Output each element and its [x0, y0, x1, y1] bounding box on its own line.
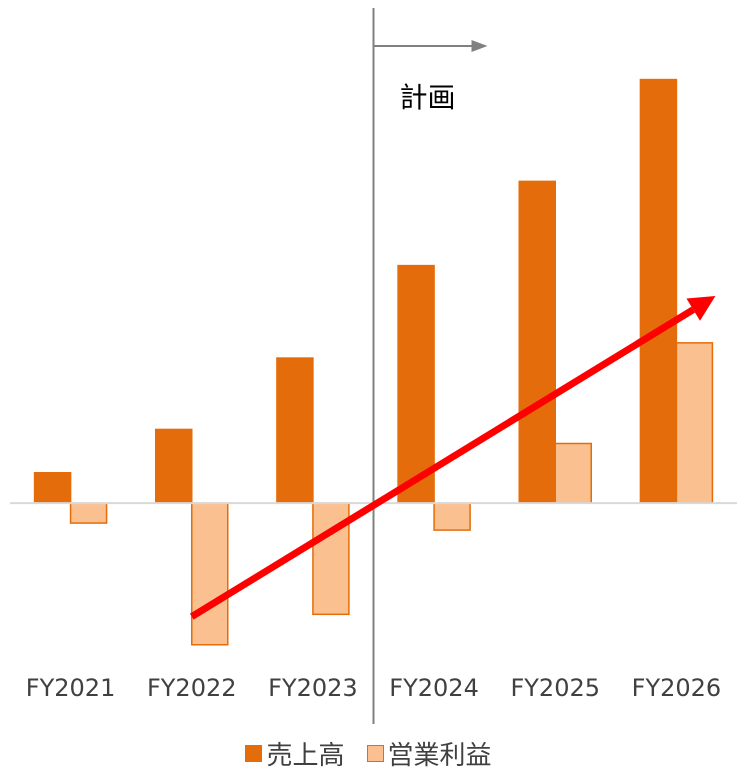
bar-operating-profit-fy2025 [554, 442, 592, 504]
x-tick-label-fy2021: FY2021 [26, 674, 116, 702]
bars-layer [33, 78, 714, 646]
legend-item-operating-profit: 営業利益 [366, 735, 492, 772]
bar-operating-profit-fy2026 [675, 342, 714, 504]
x-tick-label-fy2022: FY2022 [147, 674, 237, 702]
bar-operating-profit-fy2021 [69, 502, 108, 524]
legend: 売上高 営業利益 [0, 733, 737, 773]
legend-label-operating-profit: 営業利益 [387, 740, 492, 771]
legend-item-sales: 売上高 [245, 735, 345, 772]
x-tick-label-fy2024: FY2024 [389, 674, 479, 702]
bar-operating-profit-fy2024 [433, 502, 471, 531]
bar-sales-fy2022 [155, 428, 193, 504]
trend-arrowhead [686, 296, 716, 321]
legend-swatch-sales [245, 744, 263, 762]
plan-period-arrowhead [471, 40, 488, 52]
bar-sales-fy2024 [397, 264, 435, 504]
bar-sales-fy2025 [518, 180, 556, 504]
x-axis-tick-labels: FY2021 FY2022 FY2023 FY2024 FY2025 FY2026 [26, 674, 721, 702]
legend-label-sales: 売上高 [266, 740, 345, 771]
bar-sales-fy2026 [639, 78, 678, 504]
plan-annotation-label: 計画 [400, 81, 456, 114]
x-tick-label-fy2026: FY2026 [632, 674, 722, 702]
bar-sales-fy2023 [276, 357, 314, 504]
x-tick-label-fy2023: FY2023 [268, 674, 358, 702]
x-tick-label-fy2025: FY2025 [510, 674, 600, 702]
legend-swatch-operating-profit [366, 744, 384, 762]
trend-arrow-line [189, 306, 696, 620]
bar-operating-profit-fy2022 [191, 502, 229, 646]
bar-sales-fy2021 [33, 471, 72, 504]
